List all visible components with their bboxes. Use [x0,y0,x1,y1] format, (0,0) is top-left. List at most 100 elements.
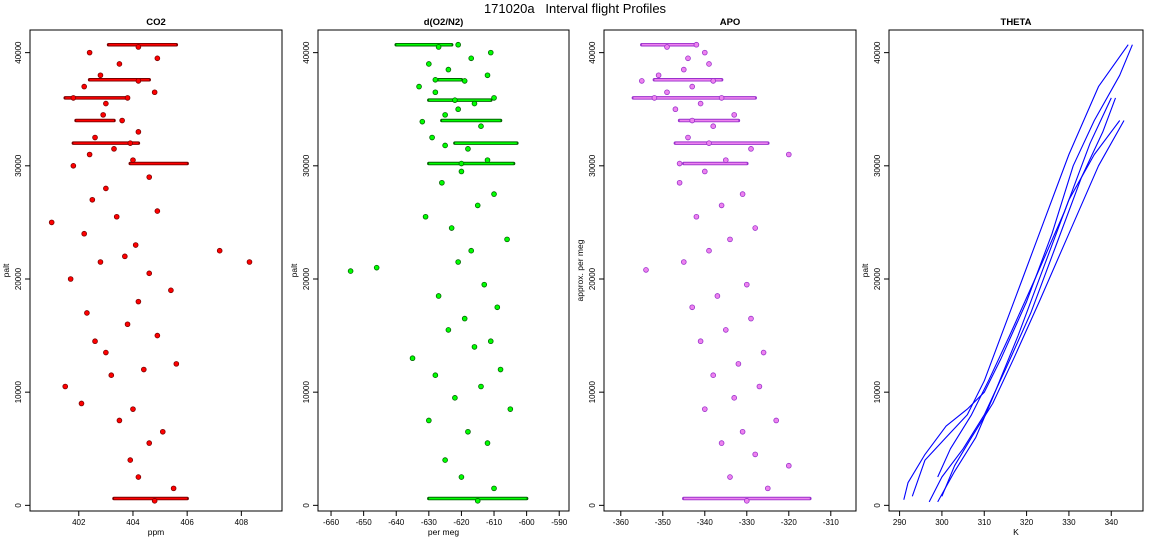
data-point [638,78,645,84]
y-tick-label: 40000 [302,41,311,64]
data-point [141,366,147,373]
plot-title: d(O2/N2) [424,17,464,28]
y-axis-label: palt [289,263,299,277]
data-point [481,281,488,288]
data-point [685,134,691,141]
data-point [168,287,174,294]
x-tick-label: 406 [180,518,194,527]
x-tick-label: -610 [486,518,503,527]
data-point [468,55,475,62]
x-tick-label: 404 [126,518,140,527]
data-point [246,259,253,265]
data-point [100,112,106,118]
data-point [103,349,109,356]
plot-frame [888,29,1144,512]
data-point [135,129,142,135]
data-point [701,168,708,175]
data-point [491,191,497,197]
x-tick-label: -310 [823,518,840,527]
plot-frame [603,29,857,512]
data-point [722,157,729,163]
data-point [84,310,90,316]
data-point [507,406,514,412]
data-point [442,457,448,463]
data-point [785,151,792,158]
y-tick-label: 20000 [588,267,597,290]
profile-line [937,97,1112,478]
data-point [785,462,792,469]
data-point [465,146,471,152]
data-point [706,140,712,146]
data-point [748,146,754,152]
data-point [89,196,96,203]
x-tick-label: -660 [323,518,340,527]
plot-title: THETA [1001,17,1032,28]
data-point [92,338,98,345]
data-point [739,428,746,435]
data-point [122,253,128,260]
data-point [504,236,510,243]
data-point [97,72,104,79]
data-point [170,485,177,492]
profile-line [937,120,1121,503]
data-point [722,327,729,333]
data-point [461,315,468,322]
x-tick-label: -630 [421,518,438,527]
data-point [458,160,465,167]
x-tick-label: 330 [1062,518,1076,527]
y-tick-label: 10000 [302,380,311,403]
data-point [452,395,458,401]
data-point [111,146,117,152]
data-point [710,372,716,378]
data-point [70,163,77,169]
data-point [655,72,662,79]
data-point [48,219,55,226]
data-point [455,41,461,48]
data-point [409,355,416,362]
x-axis-label: ppm [148,527,165,537]
data-point [86,151,93,158]
data-point [113,213,120,220]
x-tick-label: 402 [72,518,86,527]
y-tick-label: 30000 [588,154,597,177]
data-point [448,225,455,231]
x-tick-label: -650 [356,518,373,527]
data-point [146,440,153,446]
y-tick-label: 30000 [14,154,23,177]
data-point [743,498,750,504]
x-tick-label: -350 [655,518,672,527]
data-point [731,395,737,401]
data-point [484,440,491,446]
data-point [135,298,142,305]
x-tick-label: 320 [1020,518,1034,527]
data-point [124,321,131,328]
data-point [727,236,733,243]
data-point [735,361,742,367]
data-point [471,100,478,107]
x-tick-label: -600 [519,518,536,527]
data-point [697,338,704,345]
data-point [494,304,501,311]
x-tick-label: -360 [613,518,630,527]
data-point [132,242,139,248]
data-point [432,372,439,378]
data-point [710,78,716,84]
data-point [426,61,432,67]
y-tick-label: 0 [302,503,311,508]
data-point [474,202,481,209]
data-point [458,474,465,480]
data-point [706,247,712,254]
data-point [86,49,93,56]
y-tick-label: 10000 [14,380,23,403]
data-point [706,61,712,67]
data-point [760,349,767,356]
data-point [445,66,452,73]
data-point [159,428,166,435]
profile-line [911,44,1129,497]
data-point [146,174,153,180]
data-point [478,123,484,129]
data-point [487,49,494,56]
data-point [154,208,161,214]
x-axis-label: K [1013,527,1019,537]
data-point [103,185,109,192]
